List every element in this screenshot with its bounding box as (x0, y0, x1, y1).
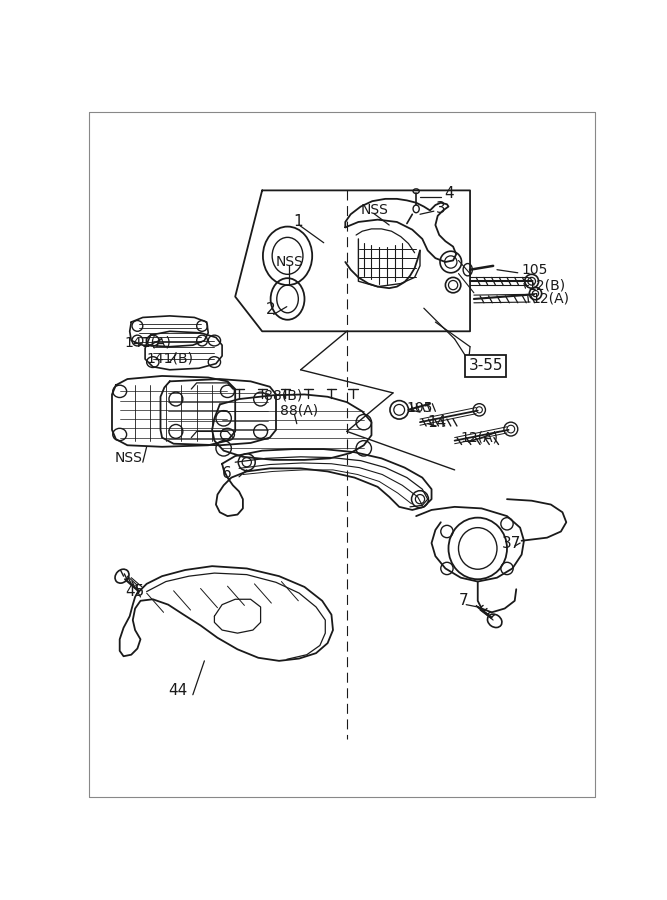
Text: 105: 105 (522, 263, 548, 276)
Text: 7: 7 (458, 593, 468, 608)
Text: 12(A): 12(A) (461, 430, 499, 445)
Text: 105: 105 (407, 401, 434, 415)
Text: 37: 37 (502, 536, 521, 551)
Text: 141(A): 141(A) (124, 336, 171, 350)
Text: 141(B): 141(B) (147, 351, 193, 365)
Text: 3-55: 3-55 (468, 358, 503, 374)
Text: NSS: NSS (361, 203, 389, 218)
Text: 12(A): 12(A) (532, 292, 570, 306)
Text: 45: 45 (125, 584, 144, 599)
Text: 88(B): 88(B) (263, 388, 302, 402)
Text: 14: 14 (428, 415, 447, 429)
Text: 2: 2 (266, 302, 275, 317)
Text: 88(A): 88(A) (280, 403, 318, 418)
Text: 3: 3 (436, 201, 445, 216)
Text: NSS: NSS (276, 255, 304, 269)
Text: NSS: NSS (114, 452, 142, 465)
Text: 12(B): 12(B) (528, 278, 566, 293)
Text: 1: 1 (293, 214, 303, 230)
Text: 6: 6 (222, 466, 232, 482)
Text: 4: 4 (444, 186, 454, 201)
Text: 44: 44 (168, 682, 187, 698)
